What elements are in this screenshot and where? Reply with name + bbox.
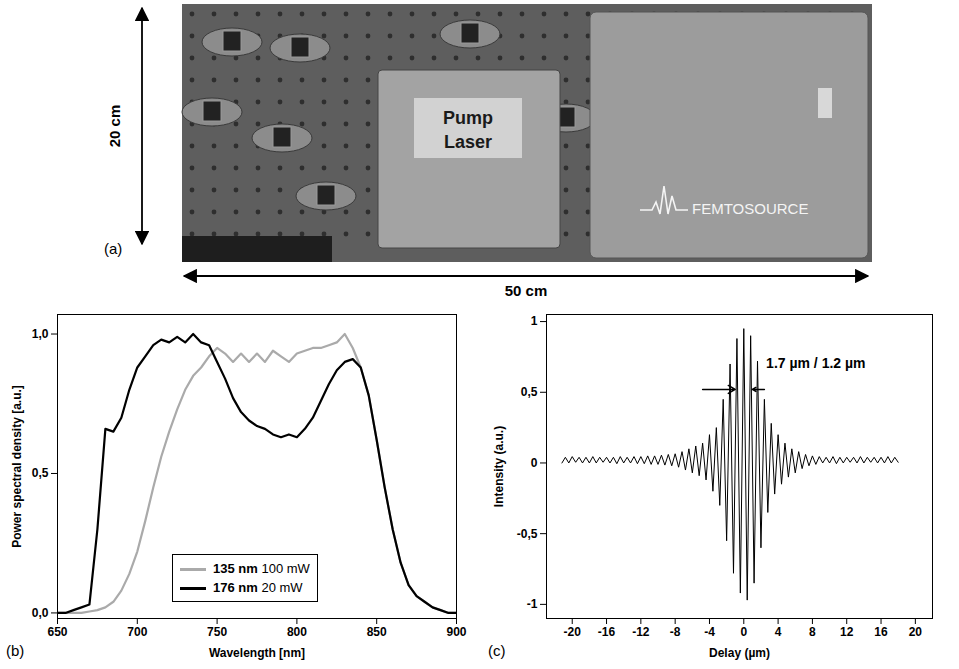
svg-text:Laser: Laser: [444, 132, 492, 152]
svg-text:Pump: Pump: [443, 108, 493, 128]
html-text:135 nm 100 mW: 135 nm 100 mW: [213, 561, 310, 576]
svg-text:750: 750: [207, 625, 227, 639]
svg-text:50 cm: 50 cm: [505, 282, 548, 299]
svg-text:1.7 µm / 1.2 µm: 1.7 µm / 1.2 µm: [766, 355, 865, 371]
html-text:(b): (b): [6, 642, 25, 659]
svg-text:-20: -20: [564, 625, 582, 639]
svg-text:8: 8: [809, 625, 816, 639]
svg-text:4: 4: [775, 625, 782, 639]
svg-text:Delay (µm): Delay (µm): [709, 646, 770, 660]
svg-text:-0,5: -0,5: [517, 527, 538, 541]
svg-text:650: 650: [47, 625, 67, 639]
svg-text:0,5: 0,5: [32, 466, 49, 480]
svg-text:(a): (a): [104, 240, 122, 257]
svg-text:-1: -1: [527, 597, 538, 611]
svg-text:12: 12: [840, 625, 854, 639]
html-text:176 nm 20 mW: 176 nm 20 mW: [213, 580, 303, 595]
svg-text:900: 900: [446, 625, 466, 639]
svg-text:0,0: 0,0: [32, 606, 49, 620]
svg-text:800: 800: [287, 625, 307, 639]
svg-text:1,0: 1,0: [32, 327, 49, 341]
svg-text:-12: -12: [632, 625, 650, 639]
svg-text:1: 1: [531, 314, 538, 328]
svg-text:850: 850: [367, 625, 387, 639]
svg-text:FEMTOSOURCE: FEMTOSOURCE: [692, 200, 808, 217]
svg-text:Intensity (a.u.): Intensity (a.u.): [492, 426, 506, 507]
svg-text:-16: -16: [598, 625, 616, 639]
html-text:(c): (c): [488, 642, 506, 659]
svg-text:16: 16: [874, 625, 888, 639]
svg-text:-8: -8: [670, 625, 681, 639]
svg-text:700: 700: [127, 625, 147, 639]
svg-text:0: 0: [531, 456, 538, 470]
svg-text:0,5: 0,5: [521, 385, 538, 399]
svg-text:20: 20: [909, 625, 923, 639]
svg-text:20 cm: 20 cm: [106, 105, 123, 148]
svg-text:-4: -4: [704, 625, 715, 639]
svg-text:0: 0: [740, 625, 747, 639]
svg-text:Power spectral density [a.u.]: Power spectral density [a.u.]: [10, 385, 24, 548]
svg-text:Wavelength [nm]: Wavelength [nm]: [209, 646, 305, 660]
